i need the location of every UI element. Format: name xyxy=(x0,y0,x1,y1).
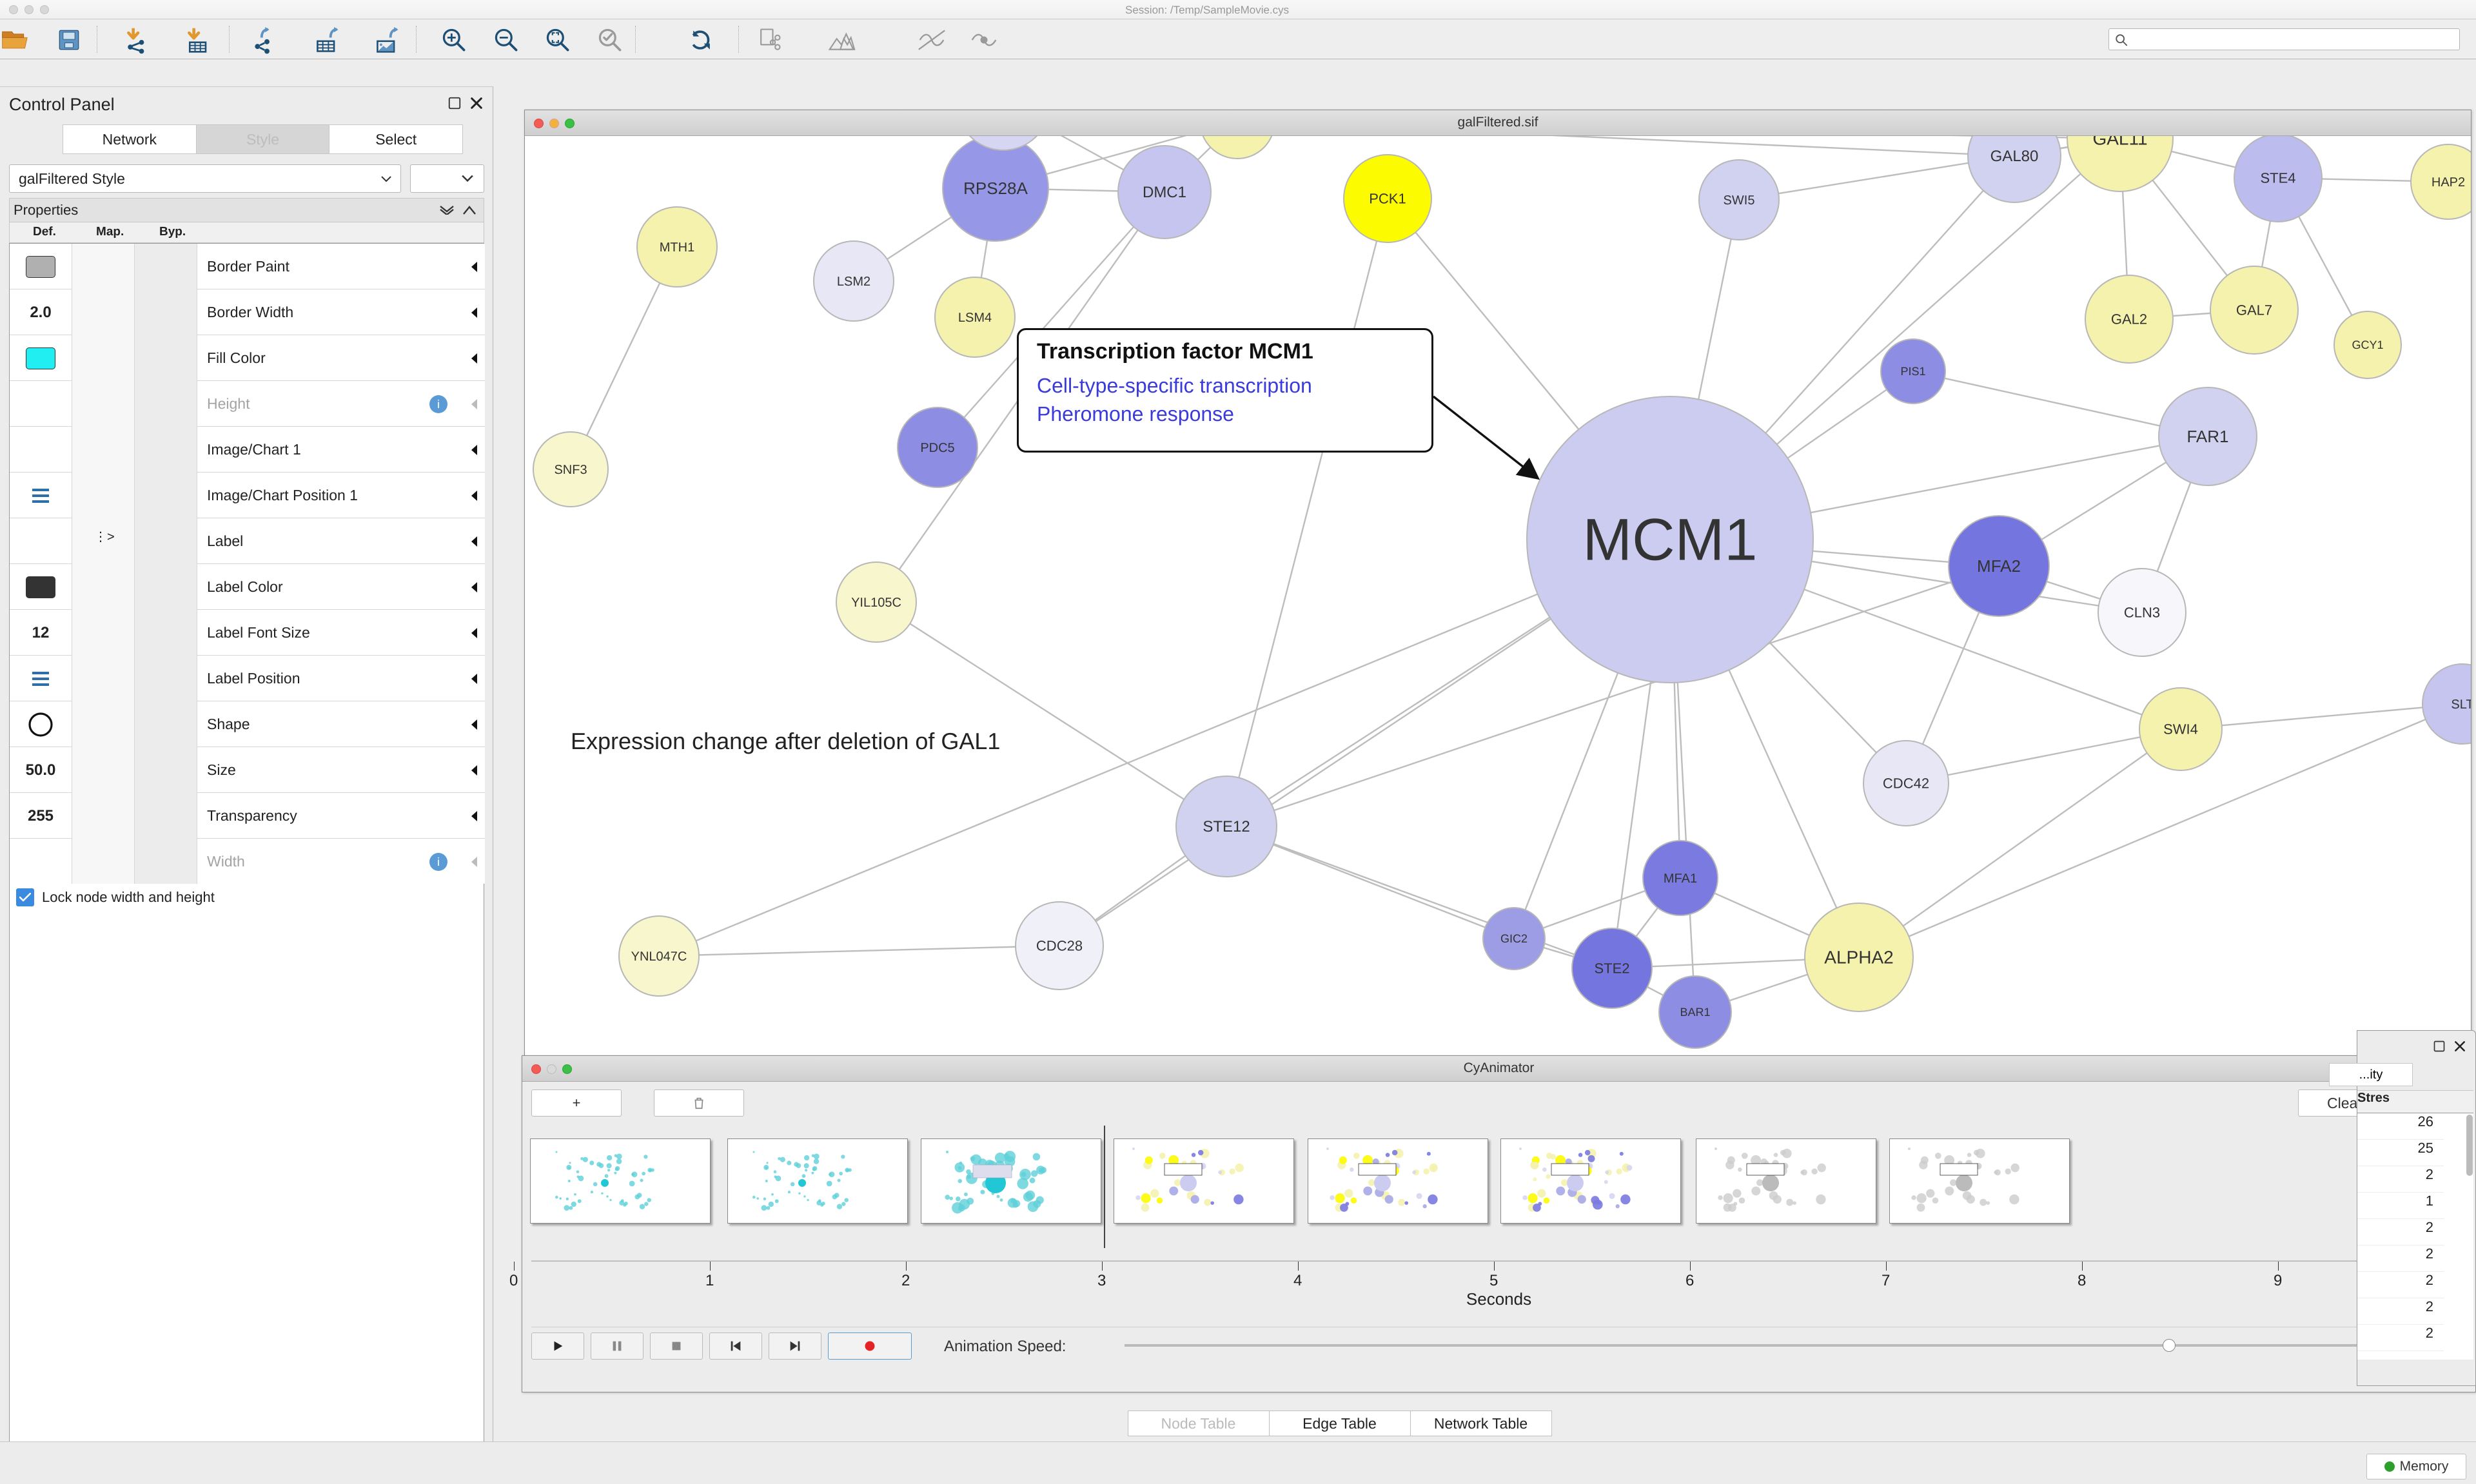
svg-text:YNL047C: YNL047C xyxy=(631,950,687,964)
svg-text:SNF3: SNF3 xyxy=(554,463,587,477)
svg-text:HAP2: HAP2 xyxy=(2432,175,2465,190)
svg-text:MFA2: MFA2 xyxy=(1977,556,2021,576)
svg-text:STE4: STE4 xyxy=(2260,170,2295,186)
svg-text:STE2: STE2 xyxy=(1594,960,1629,976)
svg-text:LSM2: LSM2 xyxy=(837,275,870,289)
svg-text:RPS28A: RPS28A xyxy=(963,179,1028,198)
svg-text:GCY1: GCY1 xyxy=(2352,338,2383,351)
svg-text:MCM1: MCM1 xyxy=(1583,507,1758,572)
svg-text:GAL80: GAL80 xyxy=(1990,148,2039,165)
svg-text:ALPHA2: ALPHA2 xyxy=(1824,948,1893,968)
svg-text:YIL105C: YIL105C xyxy=(851,596,901,610)
svg-text:GAL7: GAL7 xyxy=(2236,302,2272,318)
svg-text:SLT: SLT xyxy=(2451,698,2471,712)
svg-text:FAR1: FAR1 xyxy=(2186,427,2228,446)
svg-text:MTH1: MTH1 xyxy=(660,240,694,255)
svg-text:MFA1: MFA1 xyxy=(1664,872,1697,886)
svg-text:GIC2: GIC2 xyxy=(1500,932,1528,945)
svg-text:BAR1: BAR1 xyxy=(1680,1006,1710,1019)
svg-text:GAL11: GAL11 xyxy=(2092,136,2147,149)
svg-text:CLN3: CLN3 xyxy=(2124,604,2160,620)
svg-text:PCK1: PCK1 xyxy=(1369,190,1406,206)
svg-text:PIS1: PIS1 xyxy=(1900,365,1925,378)
svg-text:CDC42: CDC42 xyxy=(1883,775,1929,791)
svg-text:SWI5: SWI5 xyxy=(1724,193,1755,208)
svg-text:DMC1: DMC1 xyxy=(1143,184,1186,201)
svg-text:STE12: STE12 xyxy=(1203,818,1250,835)
svg-text:GAL2: GAL2 xyxy=(2111,311,2147,327)
svg-text:LSM4: LSM4 xyxy=(958,311,992,325)
svg-text:CDC28: CDC28 xyxy=(1036,937,1083,953)
svg-text:SWI4: SWI4 xyxy=(2163,721,2198,737)
svg-text:PDC5: PDC5 xyxy=(920,441,954,455)
